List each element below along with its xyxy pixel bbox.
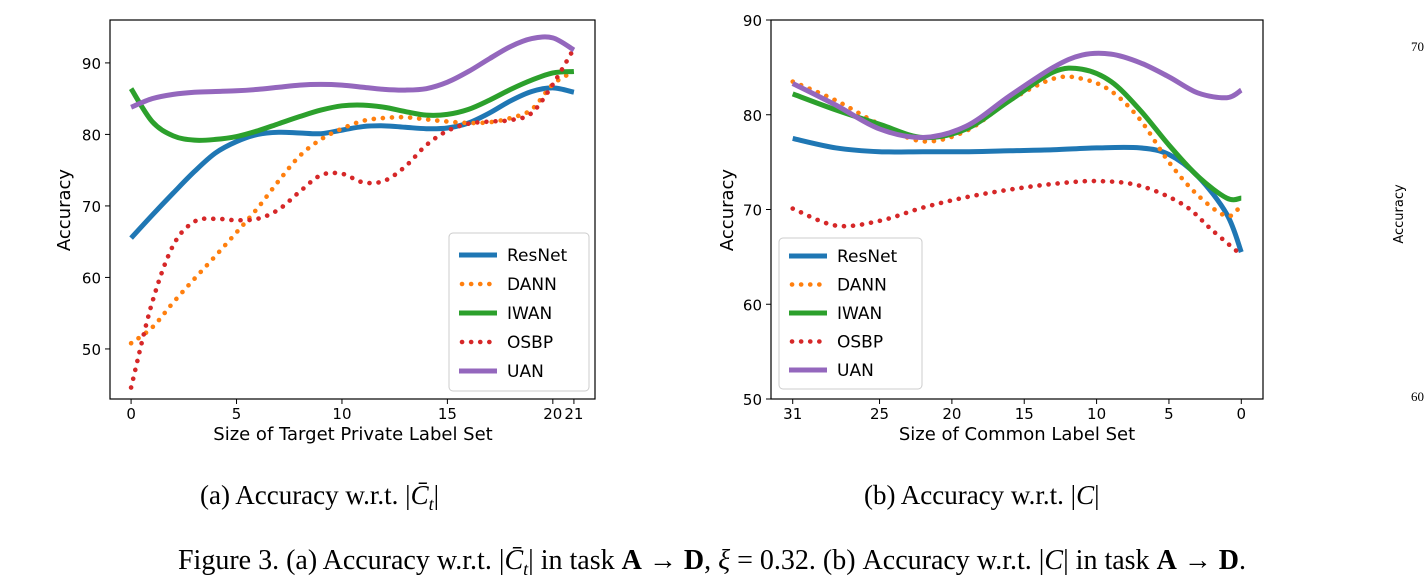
legend-label-resnet: ResNet: [507, 246, 568, 266]
x-tick-label: 0: [126, 405, 136, 423]
legend-label-iwan: IWAN: [837, 304, 882, 324]
y-tick-label: 90: [743, 12, 762, 30]
x-tick-label: 0: [1237, 405, 1247, 423]
legend-label-iwan: IWAN: [507, 304, 552, 324]
y-tick-label: 50: [743, 391, 762, 409]
series-line-resnet: [792, 135, 1244, 254]
x-tick-label: 10: [332, 405, 351, 423]
x-tick-label: 20: [543, 405, 562, 423]
chart-b-legend-box: [778, 237, 923, 390]
y-tick-label: 50: [82, 341, 101, 359]
chart-panel-c-partial: 70 Accuracy 60: [1392, 39, 1424, 404]
legend-label-dann: DANN: [507, 275, 557, 295]
series-line-uan: [791, 50, 1243, 140]
chart-a-plot-lines: [128, 34, 577, 390]
chart-b-plot-lines: [790, 50, 1244, 258]
x-tick-label: 25: [870, 405, 889, 423]
chart-a-legend: ResNet DANN IWAN OSBP UAN: [448, 232, 590, 392]
chart-a-x-ticks: 0 5 10 15 20 21: [126, 399, 583, 423]
chart-b-legend-items: ResNet DANN IWAN OSBP UAN: [789, 247, 898, 381]
chart-a-plot-frame: [109, 19, 596, 400]
chart-b-legend: ResNet DANN IWAN OSBP UAN: [778, 237, 923, 390]
series-line-iwan: [128, 68, 575, 143]
chart-a-caption: (a) Accuracy w.r.t. |C̄t|: [200, 480, 439, 514]
chart-a-y-ticks: 50 60 70 80 90: [82, 55, 110, 359]
legend-label-uan: UAN: [507, 362, 544, 382]
legend-label-uan: UAN: [837, 361, 874, 381]
x-tick-label: 5: [232, 405, 242, 423]
y-tick-label: 90: [82, 55, 101, 73]
x-tick-label: 20: [942, 405, 961, 423]
chart-c-ytick-label-60: 60: [1411, 389, 1424, 404]
y-tick-label: 60: [743, 296, 762, 314]
chart-panel-a: 50 60 70 80 90 0 5 10 15 20 21 Accuracy Size of T…: [54, 19, 596, 514]
chart-a-y-axis-label: Accuracy: [54, 169, 75, 252]
series-line-iwan: [791, 65, 1242, 203]
legend-label-dann: DANN: [837, 276, 887, 296]
chart-c-y-axis-label: Accuracy: [1392, 184, 1407, 244]
legend-label-resnet: ResNet: [837, 247, 898, 267]
y-tick-label: 80: [743, 107, 762, 125]
legend-label-osbp: OSBP: [507, 333, 553, 353]
x-tick-label: 5: [1164, 405, 1174, 423]
y-tick-label: 70: [743, 202, 762, 220]
y-tick-label: 70: [82, 198, 101, 216]
chart-b-x-axis-label: Size of Common Label Set: [899, 424, 1135, 445]
chart-a-x-axis-label: Size of Target Private Label Set: [213, 424, 492, 445]
series-line-resnet: [129, 85, 575, 240]
x-tick-label: 31: [783, 405, 802, 423]
figure-caption: Figure 3. (a) Accuracy w.r.t. |C̄t| in t…: [178, 545, 1246, 579]
series-line-uan: [130, 34, 576, 110]
chart-a-legend-box: [448, 232, 590, 392]
chart-b-x-ticks: 31 25 20 15 10 5 0: [783, 399, 1246, 423]
x-tick-label: 15: [438, 405, 457, 423]
series-line-osbp: [790, 178, 1244, 258]
x-tick-label: 10: [1087, 405, 1106, 423]
series-line-dann: [128, 69, 577, 346]
chart-a-legend-items: ResNet DANN IWAN OSBP UAN: [459, 246, 568, 382]
chart-b-y-ticks: 50 60 70 80 90: [743, 12, 771, 409]
x-tick-label: 15: [1015, 405, 1034, 423]
chart-c-ytick-label-70: 70: [1411, 39, 1424, 54]
chart-b-y-axis-label: Accuracy: [717, 169, 738, 252]
legend-label-osbp: OSBP: [837, 333, 883, 353]
x-tick-label: 21: [564, 405, 583, 423]
y-tick-label: 60: [82, 269, 101, 287]
y-tick-label: 80: [82, 126, 101, 144]
chart-b-caption: (b) Accuracy w.r.t. |C|: [864, 480, 1100, 510]
